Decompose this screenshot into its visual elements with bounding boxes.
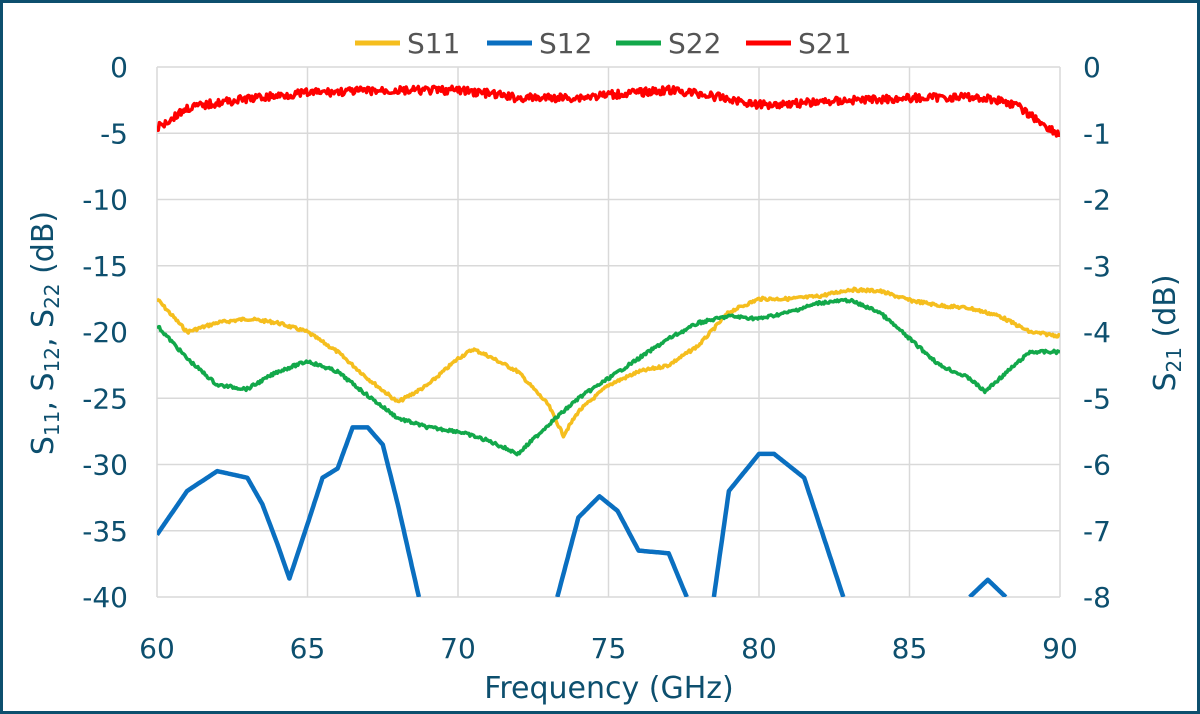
y-left-tick-label: -10 <box>82 184 128 217</box>
y-left-tick-label: -40 <box>82 581 128 614</box>
legend-label: S21 <box>798 27 851 60</box>
series-line-s11 <box>157 286 1060 439</box>
x-tick-label: 75 <box>591 632 627 665</box>
plot-lines <box>157 84 1060 597</box>
series-line-s21 <box>157 84 1060 138</box>
y-axis-left-label: S11, S12, S22 (dB) <box>26 211 64 455</box>
y-left-tick-label: -30 <box>82 449 128 482</box>
y-right-tick-label: -8 <box>1083 581 1111 614</box>
y-axis-right-label: S21 (dB) <box>1148 274 1186 391</box>
y-left-tick-label: -20 <box>82 316 128 349</box>
y-left-tick-label: 0 <box>110 51 128 84</box>
y-left-tick-label: -15 <box>82 250 128 283</box>
y-right-tick-label: -7 <box>1083 515 1111 548</box>
y-left-tick-label: -5 <box>100 117 128 150</box>
y-right-tick-label: 0 <box>1083 51 1101 84</box>
y-right-tick-label: -2 <box>1083 184 1111 217</box>
x-tick-label: 85 <box>892 632 928 665</box>
x-axis-label: Frequency (GHz) <box>484 671 733 706</box>
series-line-s12 <box>157 425 422 597</box>
grid <box>156 66 1061 598</box>
x-tick-label: 70 <box>440 632 476 665</box>
y-left-tick-label: -35 <box>82 515 128 548</box>
x-tick-label: 60 <box>139 632 175 665</box>
y-right-tick-label: -4 <box>1083 316 1111 349</box>
x-tick-label: 80 <box>741 632 777 665</box>
series-line-s22 <box>157 297 1060 457</box>
legend-label: S22 <box>668 27 721 60</box>
y-left-tick-label: -25 <box>82 382 128 415</box>
y-right-tick-label: -5 <box>1083 382 1111 415</box>
y-right-tick-label: -6 <box>1083 449 1111 482</box>
legend-label: S11 <box>407 27 460 60</box>
legend: S11 S12 S22 S21 <box>355 27 851 60</box>
series-line-s12 <box>555 494 689 597</box>
tick-labels: 60 65 70 75 80 85 90 0 -5 -10 -15 -20 -25 -30 -35 -40 0 -… <box>82 51 1111 665</box>
legend-label: S12 <box>539 27 592 60</box>
series-line-s12 <box>711 451 846 597</box>
s-parameter-chart: 60 65 70 75 80 85 90 0 -5 -10 -15 -20 -25 -30 -35 -40 0 -… <box>26 27 1186 706</box>
x-tick-label: 90 <box>1042 632 1078 665</box>
y-right-tick-label: -3 <box>1083 250 1111 283</box>
x-tick-label: 65 <box>290 632 326 665</box>
y-right-tick-label: -1 <box>1083 117 1111 150</box>
series-line-s12 <box>968 577 1008 597</box>
